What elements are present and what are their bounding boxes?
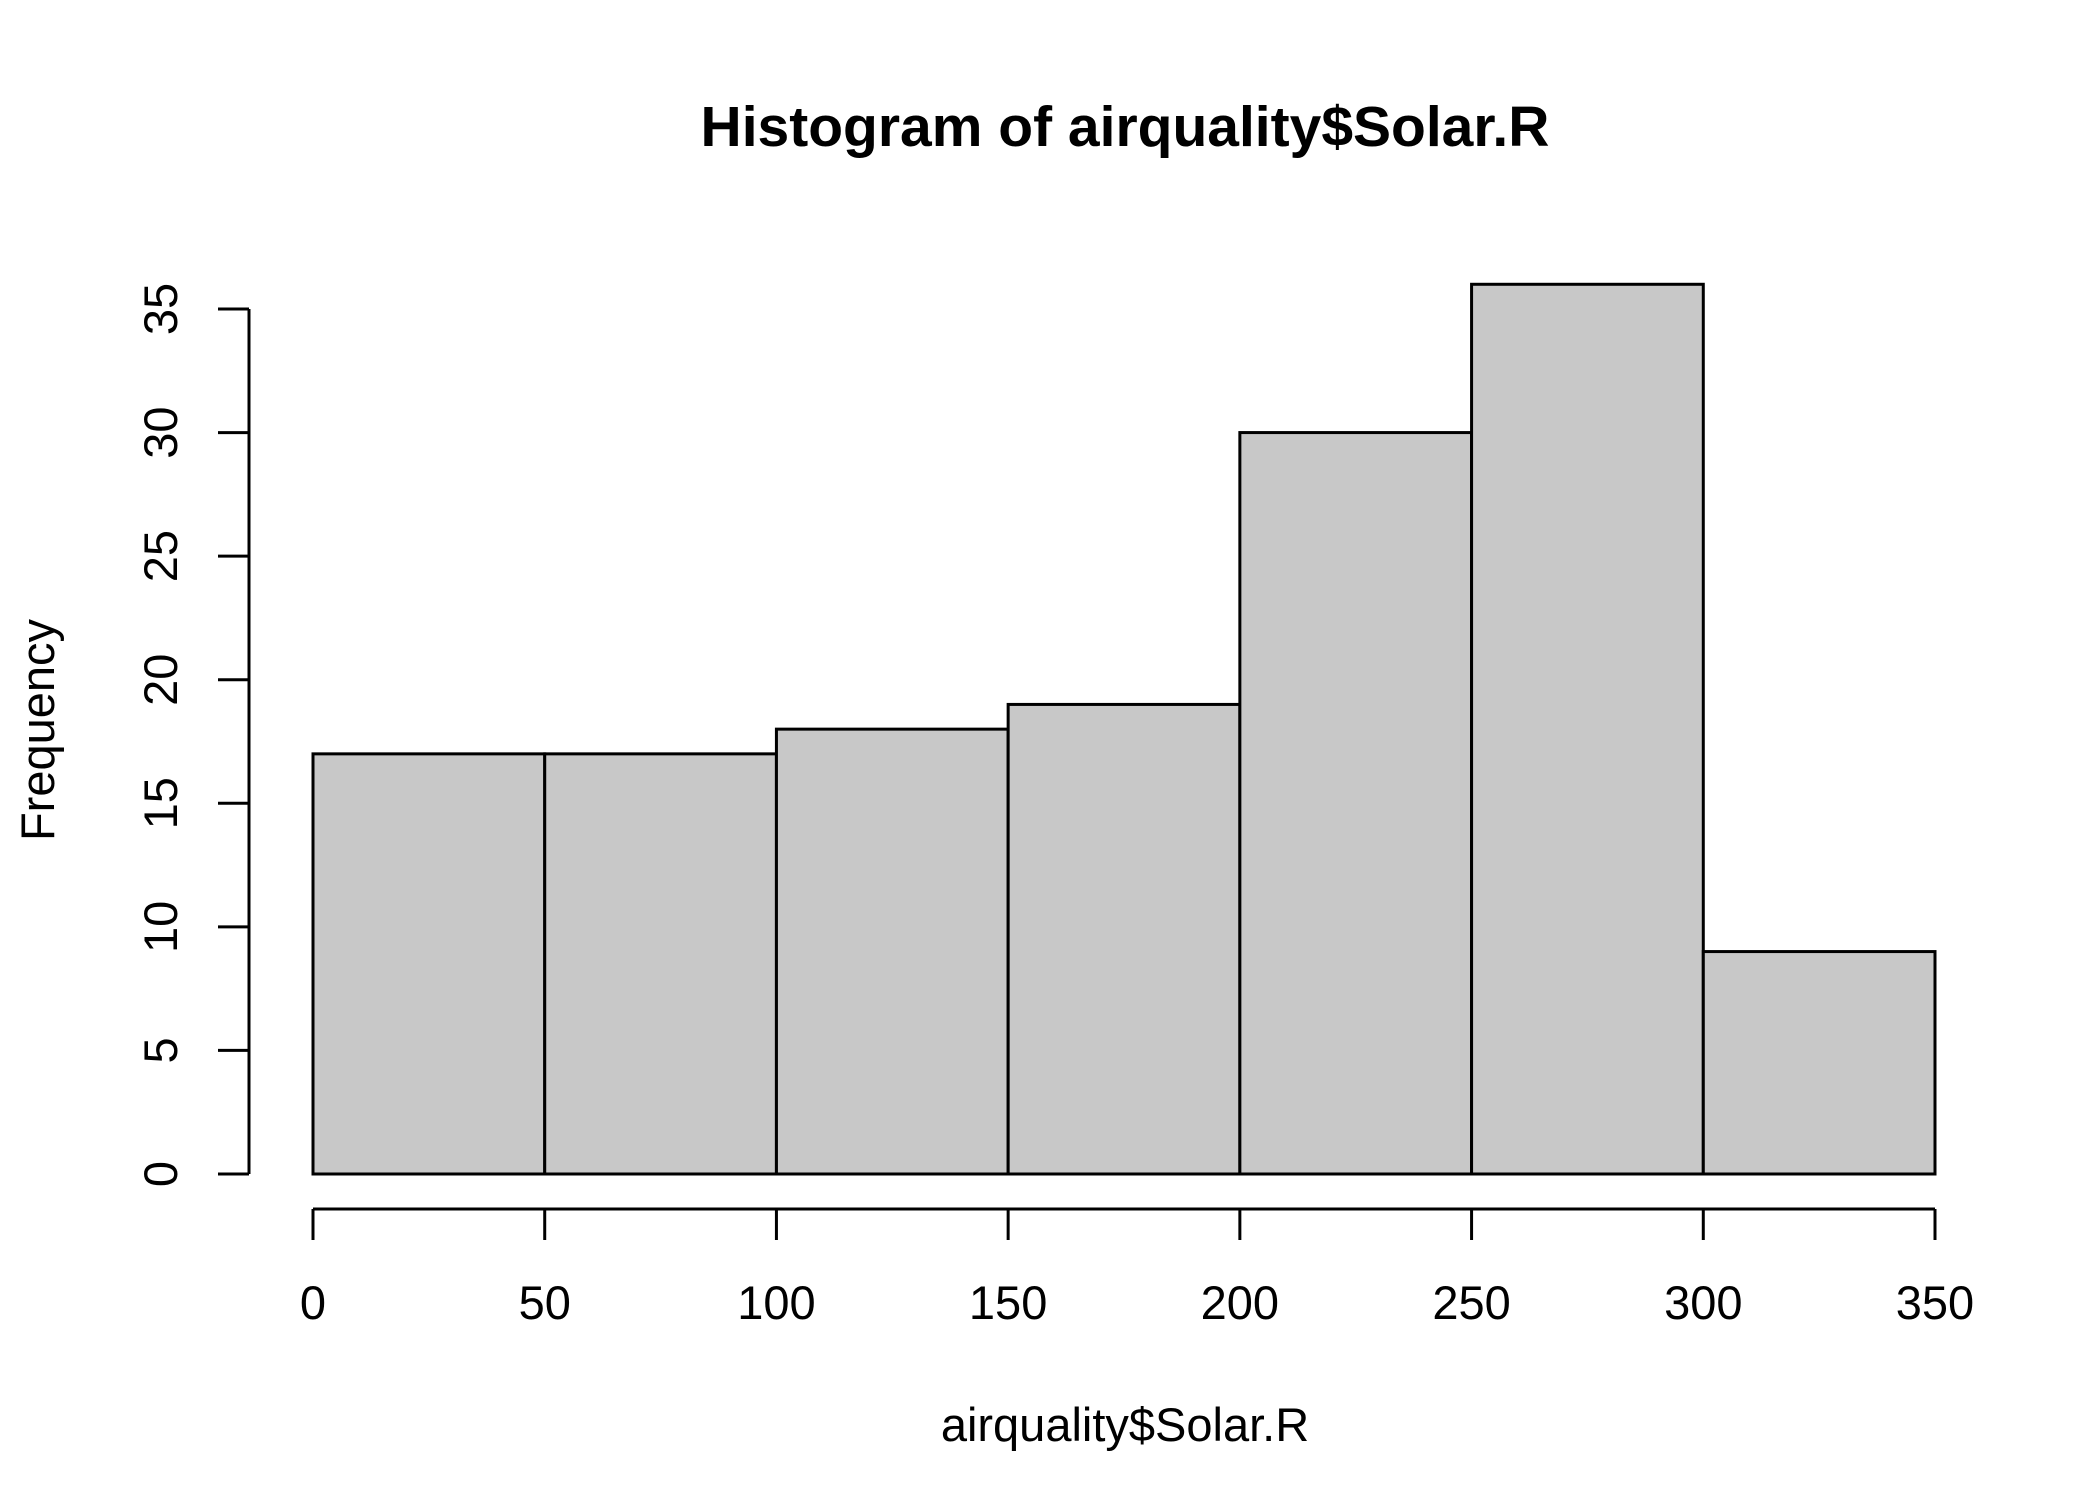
histogram-bar-3 bbox=[774, 727, 1010, 1176]
histogram-bar-4 bbox=[1006, 702, 1242, 1176]
x-tick-label: 150 bbox=[969, 1276, 1047, 1329]
histogram-bar-5 bbox=[1238, 431, 1474, 1176]
y-tick-label: 25 bbox=[134, 530, 187, 582]
histogram-bars bbox=[311, 282, 1937, 1176]
chart-title: Histogram of airquality$Solar.R bbox=[701, 95, 1550, 159]
x-tick-label: 300 bbox=[1664, 1276, 1742, 1329]
x-tick-label: 0 bbox=[300, 1276, 326, 1329]
y-tick-label: 20 bbox=[134, 654, 187, 706]
x-tick-label: 50 bbox=[519, 1276, 571, 1329]
y-tick-label: 35 bbox=[134, 283, 187, 335]
x-axis-label: airquality$Solar.R bbox=[941, 1398, 1309, 1451]
histogram-bar-1 bbox=[311, 752, 547, 1176]
y-tick-label: 5 bbox=[134, 1037, 187, 1063]
y-tick-label: 15 bbox=[134, 777, 187, 829]
y-axis: 0 5 10 15 20 25 30 35 bbox=[134, 283, 251, 1187]
histogram-bar-7 bbox=[1701, 950, 1937, 1176]
x-tick-label: 250 bbox=[1432, 1276, 1510, 1329]
x-tick-label: 350 bbox=[1896, 1276, 1974, 1329]
y-tick-label: 30 bbox=[134, 406, 187, 458]
y-tick-label: 0 bbox=[134, 1161, 187, 1187]
x-axis: 0 50 100 150 200 250 300 350 bbox=[300, 1207, 1974, 1329]
histogram-bar-2 bbox=[543, 752, 778, 1176]
x-tick-label: 100 bbox=[737, 1276, 815, 1329]
y-tick-label: 10 bbox=[134, 901, 187, 953]
y-axis-label: Frequency bbox=[11, 618, 64, 841]
histogram-bar-6 bbox=[1470, 282, 1705, 1176]
x-tick-label: 200 bbox=[1201, 1276, 1279, 1329]
